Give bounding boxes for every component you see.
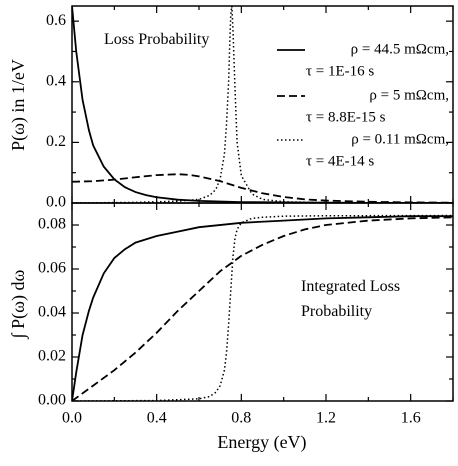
bottom-xtick-label-1: 0.4	[147, 410, 167, 427]
top-y-axis-label: P(ω) in 1/eV	[8, 59, 29, 151]
bottom-annotation-line1: Integrated Loss	[301, 278, 400, 295]
top-ytick-label-2: 0.4	[46, 72, 66, 89]
top-annotation: Loss Probability	[104, 31, 209, 48]
top-series-dashed-line	[72, 173, 453, 203]
bottom-xtick-label-0: 0.0	[62, 410, 82, 427]
bottom-ytick-label-0: 0.00	[38, 392, 66, 409]
legend: ρ = 44.5 mΩcm, τ = 1E-16 s ρ = 5 mΩcm, τ…	[277, 41, 449, 169]
legend-entry-1-line1: ρ = 44.5 mΩcm,	[351, 41, 449, 57]
bottom-ytick-label-2: 0.04	[38, 304, 66, 321]
legend-entry-1-line2: τ = 1E-16 s	[306, 63, 374, 79]
top-series-dotted-line	[72, 6, 453, 203]
legend-entry-2-line2: τ = 8.8E-15 s	[306, 109, 386, 125]
bottom-series-dotted-line	[72, 214, 453, 401]
bottom-ytick-label-3: 0.06	[38, 260, 66, 277]
bottom-series-group	[72, 214, 453, 401]
bottom-plot-frame	[71, 202, 454, 402]
bottom-series-dashed-line	[72, 216, 453, 401]
bottom-series-solid-line	[72, 215, 453, 401]
x-axis-label: Energy (eV)	[217, 432, 306, 453]
bottom-xtick-label-4: 1.6	[401, 410, 421, 427]
top-ytick-label-0: 0.0	[46, 194, 66, 211]
legend-entry-3-line2: τ = 4E-14 s	[306, 153, 374, 169]
top-ytick-label-1: 0.2	[46, 133, 66, 150]
bottom-panel: 0.00 0.02 0.04 0.06 0.08 0.0 0.4 0.8 1.2…	[8, 202, 454, 453]
bottom-annotation-line2: Probability	[301, 303, 372, 320]
bottom-ticks	[71, 203, 454, 402]
bottom-ytick-label-4: 0.08	[38, 216, 66, 233]
bottom-xtick-label-3: 1.2	[316, 410, 336, 427]
bottom-xtick-label-2: 0.8	[231, 410, 251, 427]
bottom-y-axis-label: ∫ P(ω) dω	[8, 270, 29, 340]
legend-entry-2-line1: ρ = 5 mΩcm,	[369, 87, 449, 103]
bottom-ytick-label-1: 0.02	[38, 348, 66, 365]
legend-entry-3-line1: ρ = 0.11 mΩcm,	[351, 131, 449, 147]
top-panel: 0.0 0.2 0.4 0.6 P(ω) in 1/eV Loss Probab…	[8, 5, 454, 211]
top-ytick-label-3: 0.6	[46, 12, 66, 29]
